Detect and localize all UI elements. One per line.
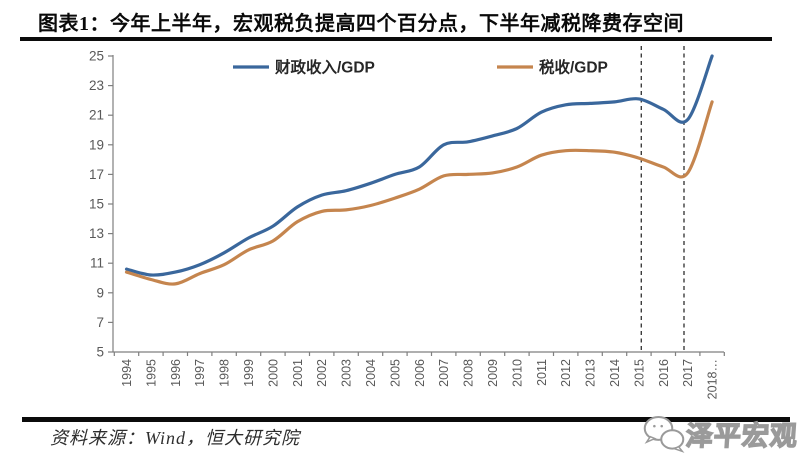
- legend-label-tax-gdp: 税收/GDP: [539, 58, 608, 77]
- x-tick-label: 2006: [413, 359, 427, 387]
- y-tick-label: 23: [89, 78, 104, 93]
- x-tick-label: 2003: [340, 359, 354, 387]
- x-tick-label: 1997: [193, 359, 207, 387]
- x-tick-label: 1998: [218, 359, 232, 387]
- y-tick-label: 5: [96, 345, 104, 360]
- tax-gdp-line: [124, 100, 714, 286]
- x-tick-label: 1996: [169, 359, 183, 387]
- x-tick-label: 2001: [291, 359, 305, 387]
- x-tick-label: 2014: [608, 359, 622, 387]
- x-tick-label: 2015: [632, 359, 646, 387]
- x-tick-label: 2000: [266, 359, 280, 387]
- y-tick-label: 13: [89, 226, 104, 241]
- x-tick-label: 2017: [681, 359, 695, 387]
- watermark-logo: 泽平宏观: [642, 404, 800, 462]
- y-tick-label: 17: [89, 167, 104, 182]
- y-tick-label: 11: [90, 256, 104, 271]
- x-tick-label: 2008: [462, 359, 476, 387]
- y-tick-label: 7: [96, 315, 104, 330]
- x-tick-label: 2018…: [706, 359, 720, 399]
- x-tick-label: 2004: [364, 359, 378, 387]
- x-tick-label: 1999: [242, 359, 256, 387]
- x-tick-label: 2013: [584, 359, 598, 387]
- source-note: 资料来源：Wind，恒大研究院: [50, 428, 301, 448]
- x-tick-label: 2005: [388, 359, 402, 387]
- x-tick-label: 1995: [144, 359, 158, 387]
- y-tick-label: 19: [89, 137, 104, 152]
- x-tick-label: 2009: [486, 359, 500, 387]
- y-tick-label: 9: [96, 285, 104, 300]
- footer-divider: [22, 417, 790, 422]
- x-tick-label: 1994: [120, 359, 134, 387]
- figure-title: 图表1：今年上半年，宏观税负提高四个百分点，下半年减税降费存空间: [38, 13, 684, 35]
- y-tick-label: 21: [89, 108, 104, 123]
- watermark-text: 泽平宏观: [684, 420, 799, 451]
- x-tick-label: 2011: [535, 359, 549, 386]
- y-tick-label: 25: [89, 49, 104, 64]
- x-tick-label: 2010: [510, 359, 524, 387]
- fiscal-revenue-gdp-line: [124, 54, 714, 277]
- x-tick-label: 2012: [559, 359, 573, 387]
- y-tick-label: 15: [89, 197, 104, 212]
- x-tick-label: 2016: [657, 359, 671, 387]
- x-tick-label: 2007: [437, 359, 451, 387]
- title-divider: [20, 37, 772, 41]
- x-tick-label: 2002: [315, 359, 329, 387]
- wechat-icon: [643, 415, 685, 453]
- legend-label-fiscal-revenue-gdp: 财政收入/GDP: [275, 58, 375, 77]
